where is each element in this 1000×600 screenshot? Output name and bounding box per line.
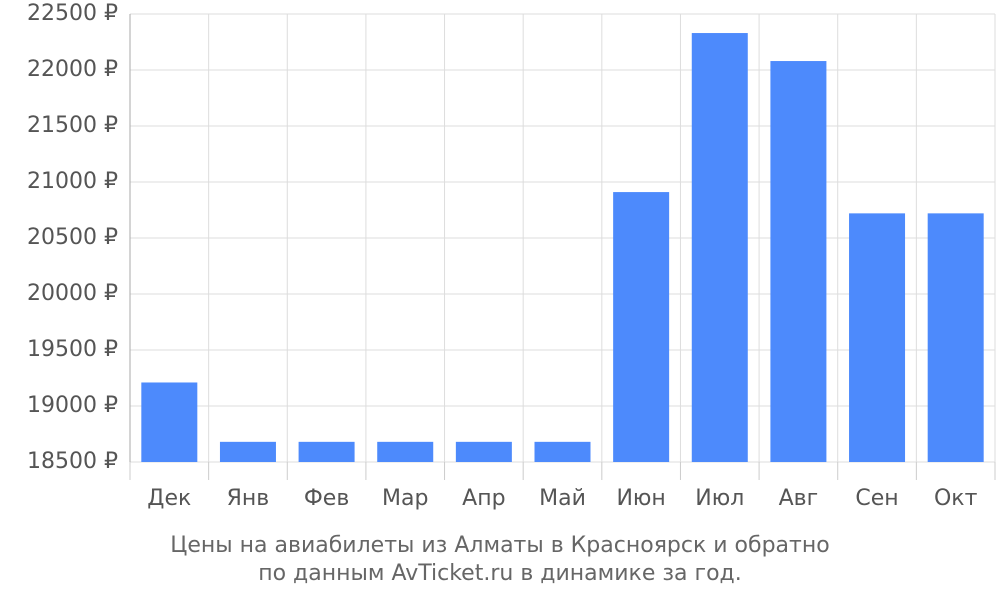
y-tick-label: 19500 ₽ [27, 337, 118, 362]
x-tick-label: Сен [855, 486, 898, 511]
x-tick-label: Апр [462, 486, 505, 511]
x-tick-label: Май [539, 486, 586, 511]
y-tick-label: 22000 ₽ [27, 57, 118, 82]
bar [141, 382, 198, 462]
x-axis-labels: Дек Янв Фев Мар Апр Май Июн Июл Авг Сен Окт [147, 486, 977, 511]
x-tick-label: Мар [382, 486, 428, 511]
x-tick-label: Июн [616, 486, 665, 511]
grid [129, 13, 996, 463]
x-tick-label: Фев [304, 486, 349, 511]
bar [377, 441, 434, 462]
x-tick-label: Янв [227, 486, 270, 511]
bar [455, 441, 512, 462]
caption-line-2: по данным AvTicket.ru в динамике за год. [258, 561, 742, 586]
y-tick-label: 19000 ₽ [27, 393, 118, 418]
bar [613, 192, 670, 462]
y-tick-label: 20500 ₽ [27, 225, 118, 250]
caption-line-1: Цены на авиабилеты из Алматы в Красноярс… [170, 533, 830, 558]
bar [849, 213, 906, 462]
bar [691, 33, 748, 462]
x-tick-label: Июл [695, 486, 744, 511]
y-tick-label: 18500 ₽ [27, 449, 118, 474]
y-tick-label: 20000 ₽ [27, 281, 118, 306]
y-tick-label: 21000 ₽ [27, 169, 118, 194]
x-tick-label: Окт [934, 486, 978, 511]
bar [534, 441, 591, 462]
bar [770, 61, 827, 462]
y-tick-label: 22500 ₽ [27, 1, 118, 26]
y-axis-labels: 18500 ₽ 19000 ₽ 19500 ₽ 20000 ₽ 20500 ₽ 21000… [27, 1, 118, 474]
bar [298, 441, 355, 462]
chart-caption: Цены на авиабилеты из Алматы в Красноярс… [0, 532, 1000, 588]
axes [129, 14, 996, 480]
bar [219, 441, 276, 462]
y-tick-label: 21500 ₽ [27, 113, 118, 138]
x-tick-label: Авг [779, 486, 819, 511]
bar [927, 213, 984, 462]
bars [141, 33, 984, 462]
x-tick-label: Дек [147, 486, 191, 511]
